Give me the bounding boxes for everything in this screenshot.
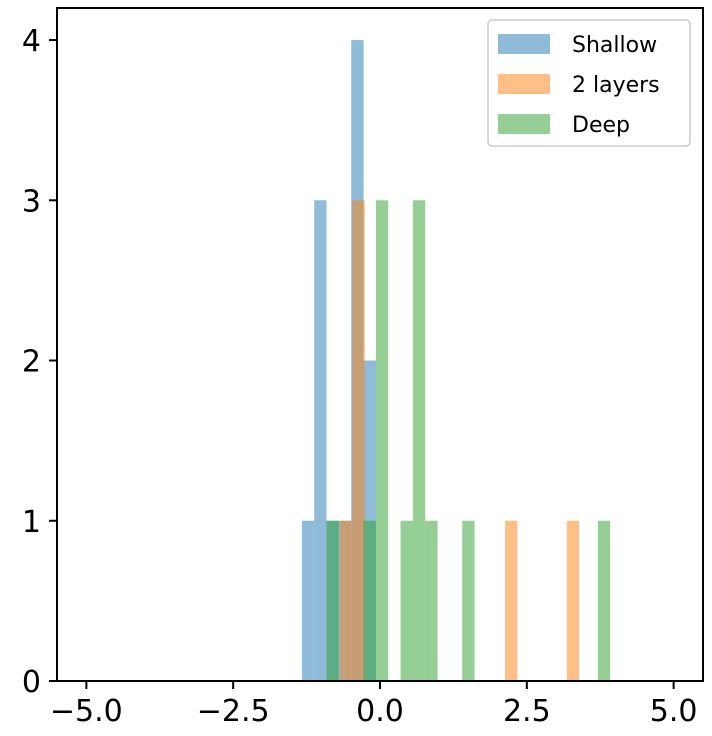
bar-2-layers-0 — [340, 520, 353, 681]
bar-deep-5 — [425, 520, 438, 681]
x-tick-label: 5.0 — [650, 694, 698, 729]
legend-swatch-2-layers — [498, 74, 550, 94]
y-tick-label: 4 — [22, 24, 41, 59]
y-tick-label: 0 — [22, 665, 41, 700]
x-tick-label: 0.0 — [356, 694, 404, 729]
y-tick-label: 2 — [22, 345, 41, 380]
legend: Shallow 2 layers Deep — [487, 19, 691, 147]
histogram-bars — [301, 40, 611, 682]
x-axis-ticks: −5.0 −2.5 0.0 2.5 5.0 — [50, 681, 698, 729]
bar-deep-0 — [326, 520, 339, 681]
x-tick-label: 2.5 — [503, 694, 551, 729]
bar-2-layers-3 — [566, 520, 580, 681]
x-tick-label: −2.5 — [197, 694, 270, 729]
bar-deep-6 — [462, 520, 475, 681]
x-tick-label: −5.0 — [50, 694, 123, 729]
bar-deep-1 — [363, 520, 376, 681]
legend-label: Shallow — [572, 33, 657, 58]
legend-swatch-shallow — [498, 34, 550, 54]
y-tick-label: 1 — [22, 505, 41, 540]
bar-deep-3 — [400, 520, 413, 681]
y-axis-ticks: 0 1 2 3 4 — [22, 24, 57, 700]
bar-shallow-1 — [314, 200, 327, 682]
bar-deep-2 — [375, 200, 389, 682]
bar-2-layers-1 — [352, 200, 365, 682]
y-tick-label: 3 — [22, 184, 41, 219]
bar-shallow-0 — [301, 520, 315, 681]
bar-2-layers-2 — [505, 520, 518, 681]
bar-deep-4 — [412, 200, 426, 682]
legend-label: Deep — [572, 113, 630, 138]
legend-label: 2 layers — [572, 73, 660, 98]
legend-swatch-deep — [498, 114, 550, 134]
bar-deep-7 — [597, 520, 611, 681]
